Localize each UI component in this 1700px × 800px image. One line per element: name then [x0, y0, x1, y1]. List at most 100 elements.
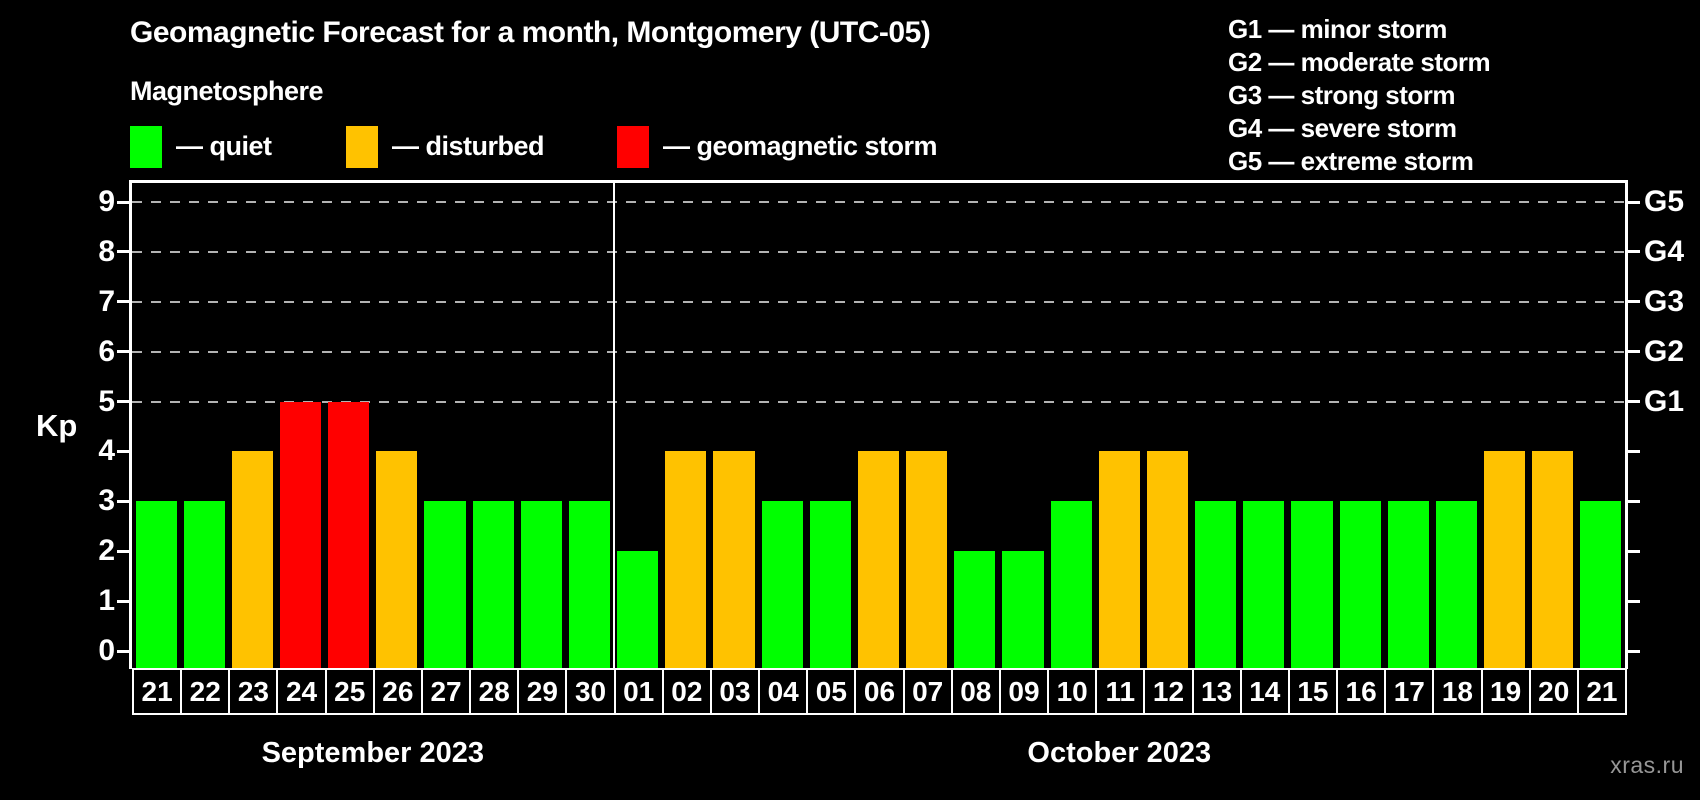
kp-bar	[761, 501, 803, 669]
kp-bar	[376, 451, 418, 669]
kp-bar	[1339, 501, 1381, 669]
y-axis-tick-label: 4	[98, 434, 115, 468]
kp-bar	[1484, 451, 1526, 669]
storm-scale-legend-line: G1 — minor storm	[1228, 14, 1447, 44]
kp-bar	[1291, 501, 1333, 669]
kp-gridline	[132, 350, 1625, 353]
day-label-cell: 13	[1191, 668, 1242, 715]
chart-title: Geomagnetic Forecast for a month, Montgo…	[130, 16, 931, 49]
kp-bar	[1050, 501, 1092, 669]
y-axis-tick-label: 2	[98, 534, 115, 568]
kp-bar	[1002, 551, 1044, 669]
kp-bar	[617, 551, 659, 669]
y-axis-tick-right	[1625, 449, 1640, 453]
g-scale-label: G1	[1644, 384, 1685, 418]
kp-axis-label: Kp	[36, 407, 78, 443]
quiet-swatch-icon	[130, 126, 162, 168]
day-label-cell: 29	[517, 668, 568, 715]
kp-gridline	[132, 250, 1625, 253]
y-axis-tick-right	[1625, 599, 1640, 603]
day-label-cell: 27	[420, 668, 472, 715]
y-axis-tick-left	[117, 200, 132, 204]
kp-bar	[1146, 451, 1189, 669]
day-label-cell: 04	[758, 668, 809, 715]
y-axis-tick-left	[117, 549, 132, 553]
kp-bar	[279, 401, 322, 669]
g-scale-label: G2	[1644, 334, 1685, 368]
kp-bar	[1195, 501, 1237, 669]
storm-scale-legend-line: G2 — moderate storm	[1228, 47, 1491, 77]
kp-bar	[1580, 501, 1622, 669]
y-axis-tick-label: 0	[98, 634, 115, 667]
kp-bar	[1435, 501, 1477, 669]
month-separator-line	[612, 183, 615, 669]
kp-gridline	[132, 300, 1625, 303]
day-label-cell: 10	[1047, 668, 1098, 715]
y-axis-tick-left	[117, 499, 132, 503]
y-axis-tick-label: 1	[98, 584, 115, 618]
kp-bar	[809, 501, 851, 669]
legend-label: — disturbed	[392, 131, 545, 161]
legend-label: — quiet	[176, 131, 272, 161]
day-label-cell: 22	[180, 668, 231, 715]
y-axis-tick-left	[117, 649, 132, 653]
y-axis-tick-left	[117, 400, 132, 404]
y-axis-tick-label: 9	[98, 185, 115, 218]
month-label: September 2023	[261, 737, 485, 769]
day-label-cell: 28	[469, 668, 520, 715]
y-axis-tick-right	[1625, 549, 1640, 553]
day-label-cell: 12	[1143, 668, 1194, 715]
kp-bar	[665, 451, 707, 669]
day-label-cell: 11	[1095, 668, 1146, 715]
y-axis-tick-left	[117, 250, 132, 254]
y-axis-tick-right	[1625, 499, 1640, 503]
kp-gridline	[132, 201, 1625, 203]
kp-bar	[424, 501, 466, 669]
day-label-cell: 05	[806, 668, 857, 715]
day-label-cell: 30	[565, 668, 616, 715]
day-label-cell: 02	[661, 668, 712, 715]
day-label-cell: 14	[1239, 668, 1290, 715]
plot-border-top	[129, 180, 1628, 183]
storm-scale-legend-line: G5 — extreme storm	[1228, 146, 1474, 176]
kp-bar	[1532, 451, 1574, 669]
day-label-cell: 17	[1384, 668, 1435, 715]
y-axis-tick-left	[117, 599, 132, 603]
kp-bar	[954, 551, 996, 669]
day-label-cell: 15	[1287, 668, 1339, 715]
kp-bar	[857, 451, 900, 669]
month-label: October 2023	[1027, 737, 1212, 769]
legend-label: — geomagnetic storm	[663, 131, 938, 161]
kp-bar	[713, 451, 755, 669]
y-axis-tick-right	[1625, 250, 1640, 254]
kp-bar	[568, 501, 611, 669]
storm-scale-legend: G1 — minor storm G2 — moderate storm G3 — …	[1228, 13, 1491, 178]
storm-scale-legend-line: G4 — severe storm	[1228, 113, 1457, 143]
y-axis-tick-left	[117, 300, 132, 304]
kp-bar	[1243, 501, 1285, 669]
watermark: xras.ru	[1610, 752, 1684, 778]
day-label-cell: 25	[324, 668, 375, 715]
storm-scale-legend-line: G3 — strong storm	[1228, 80, 1455, 110]
day-label-cell: 01	[613, 668, 664, 715]
day-label-cell: 24	[276, 668, 327, 715]
day-label-cell: 21	[1576, 668, 1627, 715]
storm-swatch-icon	[617, 126, 649, 168]
y-axis-tick-right	[1625, 400, 1640, 404]
y-axis-tick-label: 7	[98, 284, 115, 318]
y-axis-tick-label: 5	[98, 384, 115, 418]
kp-bar	[135, 501, 177, 669]
kp-bar	[520, 501, 562, 669]
kp-bar	[472, 501, 514, 669]
day-label-cell: 26	[372, 668, 423, 715]
disturbed-swatch-icon	[346, 126, 378, 168]
day-label-cell: 03	[709, 668, 761, 715]
kp-bar	[906, 451, 948, 669]
day-label-cell: 09	[998, 668, 1050, 715]
kp-bar	[183, 501, 225, 669]
day-label-cell: 23	[228, 668, 279, 715]
g-scale-label: G3	[1644, 284, 1685, 318]
plot-border-left	[129, 180, 132, 669]
kp-bar	[1098, 451, 1140, 669]
